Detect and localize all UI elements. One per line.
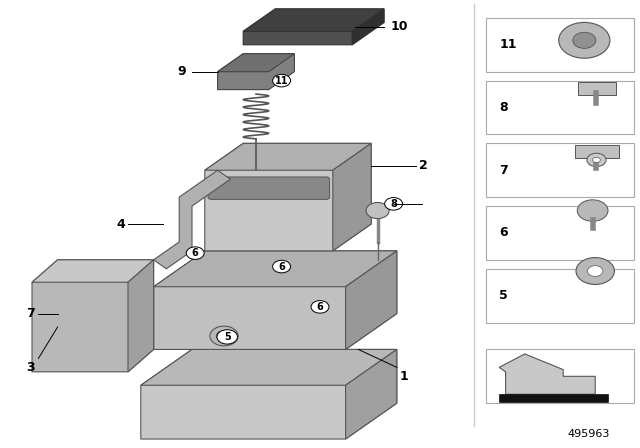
Text: 6: 6 bbox=[499, 226, 508, 240]
Text: 8: 8 bbox=[390, 199, 397, 209]
Polygon shape bbox=[32, 260, 154, 372]
FancyBboxPatch shape bbox=[575, 145, 619, 158]
Circle shape bbox=[577, 200, 608, 221]
Circle shape bbox=[217, 330, 237, 344]
Polygon shape bbox=[499, 354, 595, 394]
Text: 9: 9 bbox=[177, 65, 186, 78]
Text: 6: 6 bbox=[278, 262, 285, 271]
Circle shape bbox=[385, 198, 403, 210]
Circle shape bbox=[576, 258, 614, 284]
FancyBboxPatch shape bbox=[486, 269, 634, 323]
Circle shape bbox=[273, 74, 291, 87]
Circle shape bbox=[593, 157, 600, 163]
Text: 3: 3 bbox=[27, 361, 35, 374]
Polygon shape bbox=[218, 54, 294, 72]
Text: 5: 5 bbox=[499, 289, 508, 302]
Text: 4: 4 bbox=[116, 217, 125, 231]
FancyBboxPatch shape bbox=[486, 206, 634, 260]
Polygon shape bbox=[141, 349, 397, 385]
FancyBboxPatch shape bbox=[486, 81, 634, 134]
Circle shape bbox=[587, 153, 606, 167]
Polygon shape bbox=[243, 9, 384, 31]
Polygon shape bbox=[346, 349, 397, 439]
Text: 495963: 495963 bbox=[568, 429, 610, 439]
FancyBboxPatch shape bbox=[486, 18, 634, 72]
Polygon shape bbox=[346, 251, 397, 349]
Circle shape bbox=[366, 202, 389, 219]
Polygon shape bbox=[154, 251, 397, 349]
Circle shape bbox=[216, 331, 232, 341]
Circle shape bbox=[573, 32, 596, 48]
Polygon shape bbox=[205, 143, 371, 251]
FancyBboxPatch shape bbox=[486, 143, 634, 197]
Text: 6: 6 bbox=[192, 248, 198, 258]
Text: 11: 11 bbox=[275, 76, 289, 86]
Circle shape bbox=[559, 22, 610, 58]
Text: 7: 7 bbox=[499, 164, 508, 177]
Polygon shape bbox=[154, 170, 230, 269]
Polygon shape bbox=[243, 9, 384, 45]
Circle shape bbox=[186, 247, 204, 259]
Polygon shape bbox=[205, 143, 371, 170]
Polygon shape bbox=[352, 9, 384, 45]
FancyBboxPatch shape bbox=[578, 82, 616, 95]
FancyBboxPatch shape bbox=[208, 177, 330, 199]
Circle shape bbox=[588, 266, 603, 276]
Text: 5: 5 bbox=[224, 332, 230, 342]
Circle shape bbox=[210, 326, 238, 346]
Text: 1: 1 bbox=[400, 370, 409, 383]
Text: 10: 10 bbox=[390, 20, 408, 34]
Polygon shape bbox=[333, 143, 371, 251]
Text: 6: 6 bbox=[317, 302, 323, 312]
Text: 8: 8 bbox=[499, 101, 508, 114]
FancyBboxPatch shape bbox=[486, 349, 634, 403]
Polygon shape bbox=[154, 251, 397, 287]
Circle shape bbox=[311, 301, 329, 313]
Circle shape bbox=[273, 260, 291, 273]
Polygon shape bbox=[218, 54, 294, 90]
Text: 7: 7 bbox=[26, 307, 35, 320]
Text: 11: 11 bbox=[499, 38, 516, 52]
Polygon shape bbox=[141, 349, 397, 439]
Polygon shape bbox=[32, 260, 154, 282]
Polygon shape bbox=[499, 394, 608, 402]
Text: 2: 2 bbox=[419, 159, 428, 172]
Polygon shape bbox=[128, 260, 154, 372]
